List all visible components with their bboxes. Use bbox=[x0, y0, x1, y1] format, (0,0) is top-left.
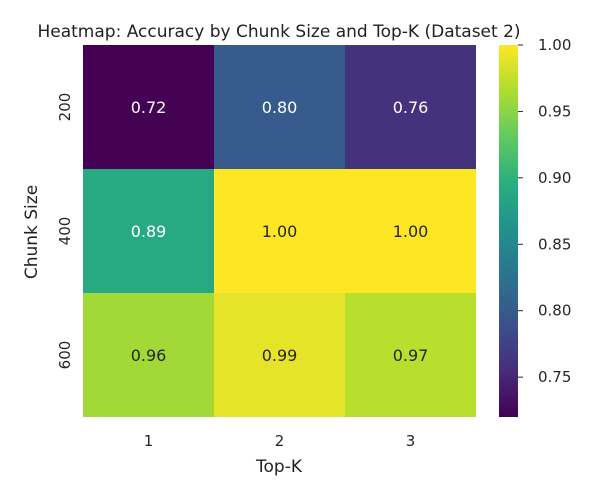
colorbar-tick-label: 0.80 bbox=[538, 302, 571, 320]
heatmap-cell bbox=[345, 293, 476, 417]
y-tick-label: 400 bbox=[56, 217, 74, 246]
x-tick-label: 1 bbox=[144, 432, 154, 450]
colorbar-tick-label: 1.00 bbox=[538, 36, 571, 54]
x-tick-label: 3 bbox=[406, 432, 416, 450]
colorbar-tick-label: 0.85 bbox=[538, 235, 571, 253]
heatmap-cell-value: 1.00 bbox=[393, 222, 429, 241]
y-axis-ticks: 200 400 600 bbox=[56, 93, 74, 370]
heatmap-cell bbox=[214, 45, 345, 169]
heatmap-cell-value: 0.99 bbox=[262, 346, 298, 365]
x-axis-label: Top-K bbox=[255, 457, 303, 477]
heatmap-cell bbox=[83, 169, 214, 293]
colorbar-tick-label: 0.95 bbox=[538, 102, 571, 120]
heatmap-cell-value: 1.00 bbox=[262, 222, 298, 241]
x-tick-label: 2 bbox=[275, 432, 285, 450]
heatmap-cell bbox=[345, 169, 476, 293]
heatmap-cell-value: 0.96 bbox=[131, 346, 167, 365]
colorbar-ticks: 0.75 0.80 0.85 0.90 0.95 1.00 bbox=[518, 36, 571, 386]
y-axis-label: Chunk Size bbox=[22, 185, 42, 279]
heatmap-cell bbox=[214, 169, 345, 293]
y-tick-label: 200 bbox=[56, 93, 74, 122]
chart-title: Heatmap: Accuracy by Chunk Size and Top-… bbox=[37, 22, 520, 42]
heatmap-cell-value: 0.89 bbox=[131, 222, 167, 241]
x-axis-ticks: 1 2 3 bbox=[144, 432, 416, 450]
heatmap-cell bbox=[83, 293, 214, 417]
colorbar-tick-label: 0.75 bbox=[538, 368, 571, 386]
heatmap-cell-value: 0.80 bbox=[262, 98, 298, 117]
colorbar bbox=[499, 45, 518, 417]
heatmap-cell-value: 0.97 bbox=[393, 346, 429, 365]
heatmap-cell-value: 0.72 bbox=[131, 98, 167, 117]
heatmap-cell-labels: 0.72 0.80 0.76 0.89 1.00 1.00 0.96 0.99 0.97 bbox=[131, 98, 429, 365]
y-tick-label: 600 bbox=[56, 341, 74, 370]
heatmap-cell bbox=[214, 293, 345, 417]
heatmap-cell bbox=[83, 45, 214, 169]
heatmap-cell bbox=[345, 45, 476, 169]
heatmap-cells bbox=[83, 45, 476, 417]
colorbar-tick-label: 0.90 bbox=[538, 169, 571, 187]
heatmap-cell-value: 0.76 bbox=[393, 98, 429, 117]
